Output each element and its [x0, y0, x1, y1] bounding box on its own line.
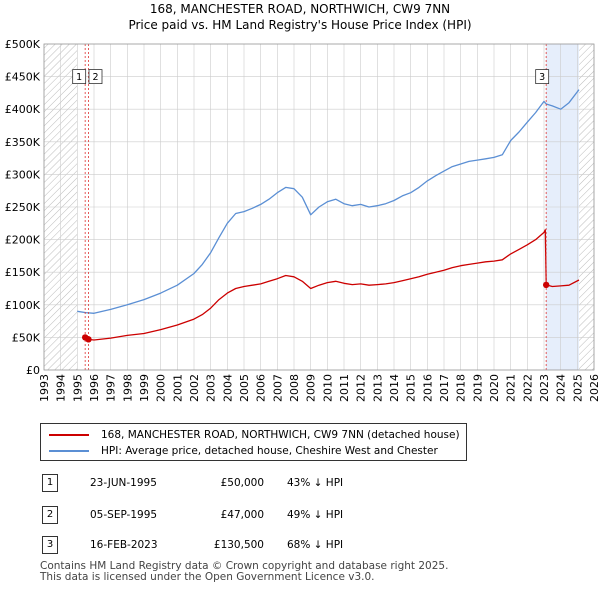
plot-border — [43, 43, 595, 371]
hpi-line — [77, 89, 580, 314]
x-tick-label: 2018 — [455, 374, 468, 402]
x-tick-label: 2016 — [421, 374, 434, 402]
y-tick-label: £450K — [5, 71, 41, 84]
x-tick-label: 1998 — [121, 374, 134, 402]
x-tick-label: 1995 — [71, 374, 84, 402]
x-tick-label: 2008 — [288, 374, 301, 402]
y-tick-label: £500K — [5, 38, 41, 51]
footer: Contains HM Land Registry data © Crown c… — [40, 561, 448, 583]
x-tick-label: 2014 — [388, 374, 401, 402]
property-price-line — [84, 229, 580, 341]
transaction-number: 1 — [42, 474, 58, 492]
transaction-date: 16-FEB-2023 — [90, 539, 158, 551]
x-tick-label: 2015 — [405, 374, 418, 402]
x-tick-label: 2022 — [521, 374, 534, 402]
transaction-hpi-diff: 43% ↓ HPI — [287, 477, 344, 489]
x-tick-label: 2003 — [205, 374, 218, 402]
transaction-label-number: 3 — [539, 72, 545, 83]
x-tick-label: 2019 — [471, 374, 484, 402]
x-tick-label: 2002 — [188, 374, 201, 402]
x-tick-label: 1999 — [138, 374, 151, 402]
x-tick-label: 2013 — [371, 374, 384, 402]
chart-subtitle: Price paid vs. HM Land Registry's House … — [128, 18, 472, 32]
transaction-price: £50,000 — [220, 477, 264, 489]
chart-title: 168, MANCHESTER ROAD, NORTHWICH, CW9 7NN — [149, 2, 451, 16]
transaction-price: £130,500 — [213, 539, 264, 551]
y-tick-label: £300K — [5, 168, 41, 181]
x-tick-label: 2001 — [171, 374, 184, 402]
transaction-date: 05-SEP-1995 — [90, 509, 158, 521]
x-tick-label: 2009 — [305, 374, 318, 402]
x-tick-label: 2023 — [538, 374, 551, 402]
x-tick-label: 2026 — [588, 374, 600, 402]
transaction-number: 3 — [42, 536, 58, 554]
footer-licence: This data is licensed under the Open Gov… — [40, 571, 375, 583]
x-tick-label: 2020 — [488, 374, 501, 402]
transaction-date: 23-JUN-1995 — [90, 477, 157, 489]
transaction-price: £47,000 — [220, 509, 264, 521]
transaction-label-box — [88, 69, 103, 84]
y-tick-label: £50K — [12, 331, 41, 344]
x-tick-label: 1996 — [88, 374, 101, 402]
transaction-label-box — [72, 69, 87, 84]
x-tick-label: 2004 — [221, 374, 234, 402]
transaction-point — [85, 336, 92, 343]
transaction-label-number: 2 — [92, 72, 98, 83]
y-tick-label: £200K — [5, 234, 41, 247]
x-tick-label: 2007 — [271, 374, 284, 402]
transaction-label-box — [535, 69, 550, 84]
legend-label-property: 168, MANCHESTER ROAD, NORTHWICH, CW9 7NN… — [101, 429, 460, 441]
y-tick-label: £250K — [5, 201, 41, 214]
transaction-hpi-diff: 49% ↓ HPI — [287, 509, 344, 521]
x-tick-label: 1993 — [38, 374, 51, 402]
y-tick-label: £0 — [26, 364, 40, 377]
transaction-hpi-diff: 68% ↓ HPI — [287, 539, 344, 551]
x-tick-label: 2010 — [321, 374, 334, 402]
y-tick-label: £400K — [5, 103, 41, 116]
footer-copyright: Contains HM Land Registry data © Crown c… — [40, 560, 449, 572]
x-tick-label: 2006 — [255, 374, 268, 402]
x-tick-label: 2012 — [355, 374, 368, 402]
x-tick-label: 2021 — [505, 374, 518, 402]
legend-item-hpi: HPI: Average price, detached house, Ches… — [49, 443, 438, 459]
x-tick-label: 2005 — [238, 374, 251, 402]
transaction-point — [542, 281, 550, 289]
x-tick-label: 2000 — [155, 374, 168, 402]
transaction-label-number: 1 — [76, 72, 82, 83]
x-tick-label: 2024 — [555, 374, 568, 402]
x-tick-label: 1997 — [105, 374, 118, 402]
legend-item-property: 168, MANCHESTER ROAD, NORTHWICH, CW9 7NN… — [49, 427, 460, 443]
y-tick-label: £150K — [5, 266, 41, 279]
x-tick-label: 2011 — [338, 374, 351, 402]
legend: 168, MANCHESTER ROAD, NORTHWICH, CW9 7NN… — [40, 423, 467, 461]
x-tick-label: 2017 — [438, 374, 451, 402]
transaction-number: 2 — [42, 506, 58, 524]
legend-label-hpi: HPI: Average price, detached house, Ches… — [101, 445, 438, 457]
x-tick-label: 2025 — [571, 374, 584, 402]
legend-swatch-property — [49, 434, 89, 436]
legend-swatch-hpi — [49, 450, 89, 452]
y-tick-label: £350K — [5, 136, 41, 149]
y-tick-label: £100K — [5, 299, 41, 312]
x-tick-label: 1994 — [55, 374, 68, 402]
